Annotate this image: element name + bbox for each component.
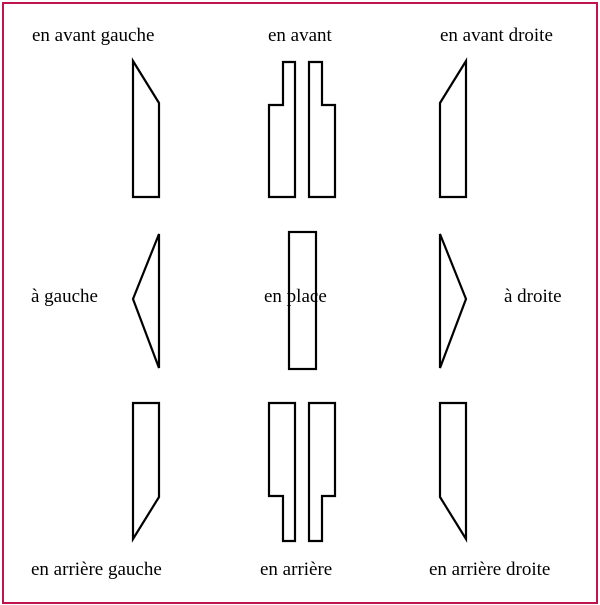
shape-left [131, 233, 161, 369]
label-left: à gauche [31, 286, 98, 307]
label-in-place: en place [264, 286, 327, 307]
shape-forward-left [131, 57, 161, 199]
label-backward-right: en arrière droite [429, 559, 551, 580]
shape-backward-right [438, 401, 468, 543]
shape-forward-right [438, 57, 468, 199]
label-forward-left: en avant gauche [32, 25, 155, 46]
shape-right [438, 233, 468, 369]
label-forward-right: en avant droite [440, 25, 553, 46]
label-forward: en avant [268, 25, 332, 46]
shape-backward-left-foot [267, 401, 297, 543]
label-right: à droite [504, 286, 562, 307]
shape-forward-right-foot [307, 60, 337, 199]
label-backward: en arrière [260, 559, 333, 580]
shape-backward-right-foot [307, 401, 337, 543]
shape-backward-left [131, 401, 161, 543]
shape-in-place [287, 230, 318, 371]
label-backward-left: en arrière gauche [31, 559, 162, 580]
shape-forward-left-foot [267, 60, 297, 199]
